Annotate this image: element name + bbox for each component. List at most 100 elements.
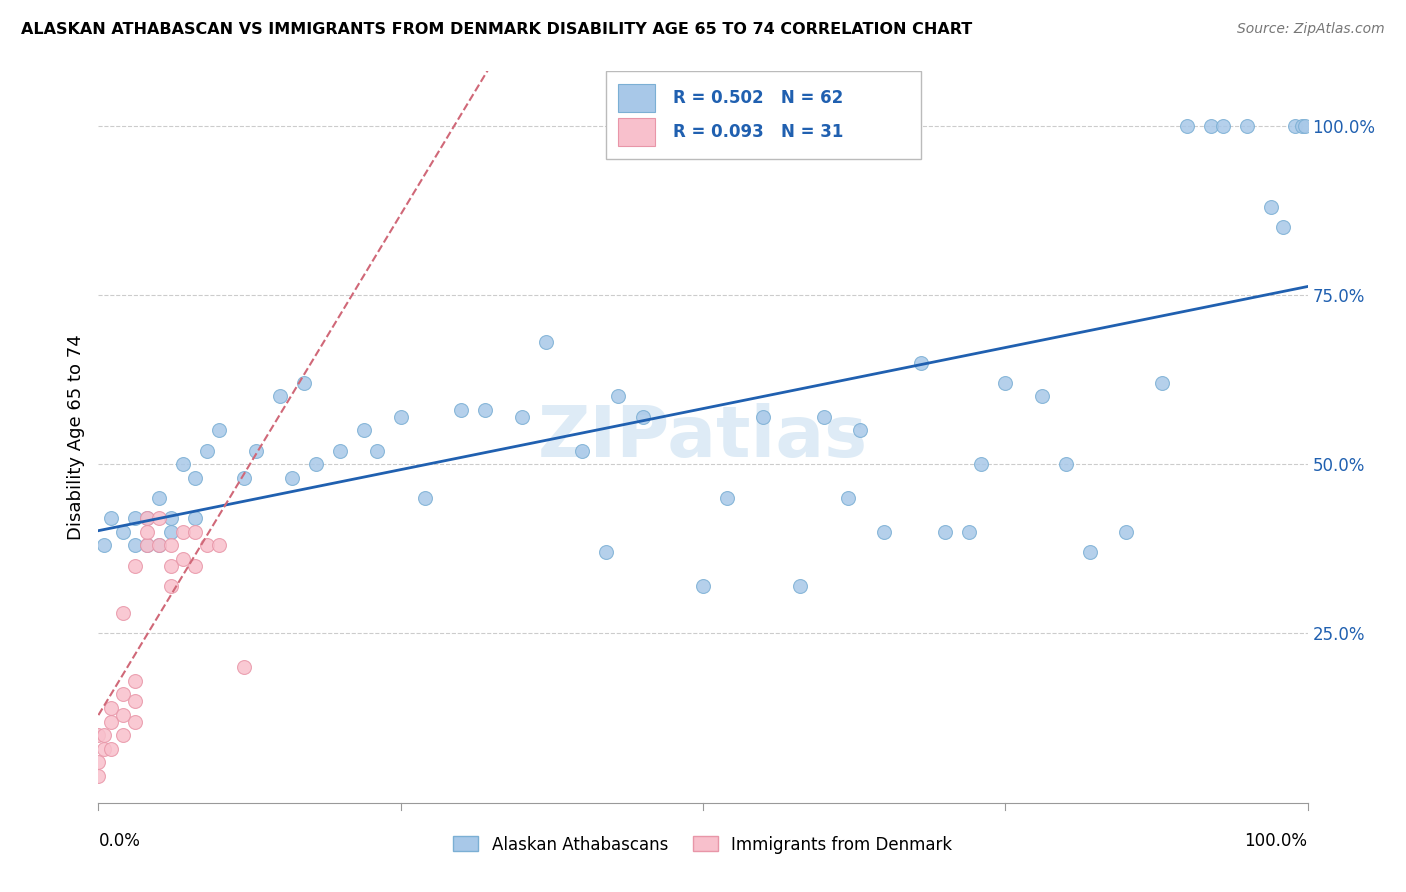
Point <box>910 355 932 369</box>
Point <box>232 660 254 674</box>
Point <box>595 545 617 559</box>
Point <box>305 457 328 471</box>
Point <box>111 688 134 702</box>
FancyBboxPatch shape <box>606 71 921 159</box>
Point <box>353 423 375 437</box>
Point <box>184 471 207 485</box>
Point <box>1291 119 1313 133</box>
Point <box>135 511 157 525</box>
Point <box>1199 119 1222 133</box>
Text: 0.0%: 0.0% <box>98 832 141 850</box>
Point <box>93 538 115 552</box>
Point <box>124 538 146 552</box>
Point <box>934 524 956 539</box>
Point <box>1284 119 1306 133</box>
Point <box>100 511 122 525</box>
Point <box>1212 119 1234 133</box>
Point <box>124 673 146 688</box>
Point <box>413 491 436 505</box>
Point <box>208 538 231 552</box>
Point <box>510 409 533 424</box>
Text: R = 0.502   N = 62: R = 0.502 N = 62 <box>672 88 844 107</box>
Point <box>93 728 115 742</box>
Point <box>1031 389 1053 403</box>
Point <box>124 558 146 573</box>
Point <box>195 538 218 552</box>
Point <box>148 538 170 552</box>
Point <box>232 471 254 485</box>
Point <box>1294 119 1316 133</box>
Point <box>873 524 896 539</box>
Point <box>1236 119 1258 133</box>
Point <box>994 376 1017 390</box>
Point <box>195 443 218 458</box>
Point <box>111 707 134 722</box>
Point <box>752 409 775 424</box>
Point <box>87 728 110 742</box>
Point <box>172 552 194 566</box>
Point <box>1152 376 1174 390</box>
Point <box>135 511 157 525</box>
Legend: Alaskan Athabascans, Immigrants from Denmark: Alaskan Athabascans, Immigrants from Den… <box>447 829 959 860</box>
Text: ZIPatlas: ZIPatlas <box>538 402 868 472</box>
Point <box>450 403 472 417</box>
Point <box>366 443 388 458</box>
Text: 100.0%: 100.0% <box>1244 832 1308 850</box>
Point <box>111 524 134 539</box>
Point <box>957 524 980 539</box>
Point <box>87 755 110 769</box>
Point <box>269 389 291 403</box>
FancyBboxPatch shape <box>619 84 655 112</box>
Point <box>631 409 654 424</box>
Point <box>111 728 134 742</box>
Point <box>135 538 157 552</box>
Text: R = 0.093   N = 31: R = 0.093 N = 31 <box>672 123 844 141</box>
Point <box>172 457 194 471</box>
Point <box>148 538 170 552</box>
Point <box>100 741 122 756</box>
Point <box>100 701 122 715</box>
Point <box>716 491 738 505</box>
Point <box>970 457 993 471</box>
Point <box>849 423 872 437</box>
Text: ALASKAN ATHABASCAN VS IMMIGRANTS FROM DENMARK DISABILITY AGE 65 TO 74 CORRELATIO: ALASKAN ATHABASCAN VS IMMIGRANTS FROM DE… <box>21 22 973 37</box>
Point <box>148 491 170 505</box>
Point <box>172 524 194 539</box>
Point <box>789 579 811 593</box>
Point <box>124 694 146 708</box>
Point <box>208 423 231 437</box>
Y-axis label: Disability Age 65 to 74: Disability Age 65 to 74 <box>66 334 84 540</box>
Point <box>474 403 496 417</box>
Point <box>1175 119 1198 133</box>
Point <box>135 524 157 539</box>
Point <box>184 511 207 525</box>
Point <box>813 409 835 424</box>
Point <box>692 579 714 593</box>
Point <box>1260 200 1282 214</box>
Point <box>607 389 630 403</box>
Point <box>148 511 170 525</box>
Point <box>124 714 146 729</box>
Point <box>571 443 593 458</box>
Point <box>534 335 557 350</box>
Point <box>160 538 183 552</box>
Point <box>135 538 157 552</box>
Point <box>87 769 110 783</box>
Point <box>837 491 859 505</box>
Point <box>1115 524 1137 539</box>
Text: Source: ZipAtlas.com: Source: ZipAtlas.com <box>1237 22 1385 37</box>
Point <box>245 443 267 458</box>
Point <box>111 606 134 620</box>
Point <box>292 376 315 390</box>
Point <box>160 558 183 573</box>
FancyBboxPatch shape <box>619 118 655 146</box>
Point <box>329 443 352 458</box>
Point <box>281 471 304 485</box>
Point <box>184 524 207 539</box>
Point <box>124 511 146 525</box>
Point <box>160 579 183 593</box>
Point <box>1272 220 1295 235</box>
Point <box>160 511 183 525</box>
Point <box>93 741 115 756</box>
Point <box>160 524 183 539</box>
